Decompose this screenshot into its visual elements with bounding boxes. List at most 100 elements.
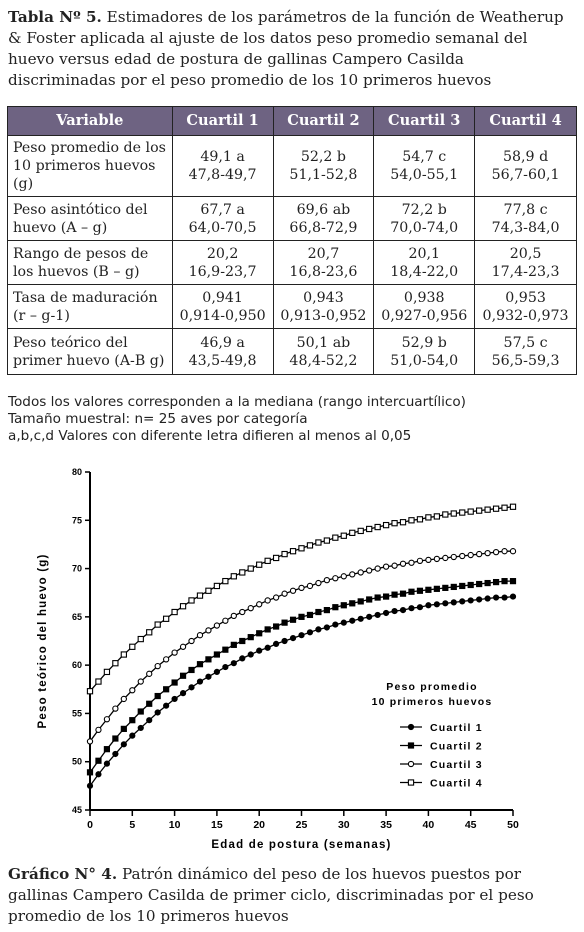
point-cuartil-1 (154, 709, 161, 716)
cell-cuartil-4: 57,5 c 56,5-59,3 (474, 328, 577, 375)
point-cuartil-1 (391, 607, 398, 615)
point-cuartil-1 (86, 782, 94, 789)
point-cuartil-1 (196, 678, 204, 685)
point-cuartil-3 (272, 594, 280, 601)
point-cuartil-2 (247, 634, 254, 641)
point-cuartil-3 (230, 612, 237, 620)
point-cuartil-3 (340, 573, 347, 580)
point-cuartil-3 (171, 649, 178, 656)
cell-cuartil-2: 50,1 ab 48,4-52,2 (272, 328, 375, 375)
point-cuartil-2 (213, 651, 221, 658)
point-cuartil-1 (459, 598, 466, 605)
cell-median: 0,953 (505, 289, 546, 306)
cell-range: 70,0-74,0 (390, 219, 459, 236)
cell-range: 0,913-0,952 (280, 307, 367, 324)
cell-median: 58,9 d (502, 149, 549, 165)
legend-label-cuartil-4: Cuartil 4 (430, 778, 483, 790)
point-cuartil-1 (340, 619, 347, 626)
point-cuartil-4 (289, 548, 297, 555)
point-cuartil-3 (222, 617, 229, 624)
cell-median: 72,2 b (401, 201, 447, 218)
point-cuartil-3 (501, 548, 508, 555)
point-cuartil-4 (416, 516, 424, 523)
point-cuartil-3 (315, 579, 322, 587)
point-cuartil-3 (247, 605, 254, 612)
point-cuartil-3 (162, 656, 170, 663)
table-row: Peso teórico del primer huevo (A-B g) 46,… (7, 328, 577, 375)
point-cuartil-4 (399, 519, 407, 526)
cell-cuartil-2: 52,2 b 51,1-52,8 (272, 135, 375, 197)
point-cuartil-1 (425, 602, 432, 609)
point-cuartil-2 (442, 584, 449, 591)
point-cuartil-4 (171, 608, 178, 616)
point-cuartil-4 (442, 511, 449, 518)
point-cuartil-2 (95, 757, 102, 764)
x-tick-label: 40 (423, 819, 435, 831)
x-tick-label: 15 (211, 819, 223, 831)
cell-cuartil-1: 67,7 a 64,0-70,5 (171, 196, 274, 241)
point-cuartil-1 (366, 613, 373, 620)
point-cuartil-3 (196, 632, 204, 639)
point-cuartil-3 (467, 551, 474, 559)
x-tick-label: 45 (465, 819, 477, 831)
series-line-cuartil-3 (89, 550, 513, 742)
figure-caption-label: Gráfico N° 4. (8, 865, 118, 883)
cell-range: 0,932-0,973 (482, 307, 569, 324)
point-cuartil-2 (146, 700, 153, 707)
point-cuartil-1 (306, 629, 314, 636)
row-label: Peso asintótico del huevo (A – g) (7, 196, 173, 241)
point-cuartil-1 (264, 644, 271, 651)
point-cuartil-1 (256, 647, 263, 654)
point-cuartil-4 (247, 565, 254, 572)
legend-marker-cuartil-4 (407, 779, 415, 786)
cell-range: 0,927-0,956 (381, 307, 468, 324)
point-cuartil-4 (146, 629, 153, 636)
point-cuartil-3 (357, 569, 364, 576)
cell-cuartil-3: 72,2 b 70,0-74,0 (373, 196, 476, 241)
point-cuartil-2 (281, 619, 288, 626)
point-cuartil-2 (492, 578, 500, 586)
point-cuartil-3 (332, 575, 339, 582)
point-cuartil-4 (129, 643, 136, 650)
cell-cuartil-2: 20,7 16,8-23,6 (272, 240, 375, 285)
point-cuartil-4 (298, 545, 305, 552)
table-header-row: Variable Cuartil 1 Cuartil 2 Cuartil 3 C… (7, 106, 577, 136)
point-cuartil-3 (289, 587, 297, 594)
point-cuartil-1 (247, 651, 254, 658)
parameters-table: Variable Cuartil 1 Cuartil 2 Cuartil 3 C… (7, 106, 577, 375)
table-notes: Todos los valores corresponden a la medi… (8, 394, 578, 445)
point-cuartil-3 (416, 557, 424, 564)
cell-cuartil-2: 69,6 ab 66,8-72,9 (272, 196, 375, 241)
point-cuartil-4 (196, 592, 204, 599)
x-tick-label: 20 (253, 819, 265, 831)
point-cuartil-4 (467, 508, 474, 515)
cell-median: 67,7 a (200, 201, 245, 218)
cell-median: 77,8 c (503, 201, 548, 218)
point-cuartil-3 (366, 567, 373, 574)
figure-caption: Gráfico N° 4. Patrón dinámico del peso d… (8, 864, 576, 927)
point-cuartil-2 (129, 717, 136, 724)
point-cuartil-3 (476, 550, 483, 558)
point-cuartil-4 (340, 532, 347, 539)
point-cuartil-2 (509, 578, 517, 585)
point-cuartil-2 (171, 679, 178, 686)
table-row: Peso promedio de los 10 primeros huevos … (7, 135, 577, 197)
point-cuartil-1 (273, 640, 280, 647)
point-cuartil-1 (323, 624, 330, 631)
header-cuartil-2: Cuartil 2 (272, 106, 375, 136)
point-cuartil-4 (272, 554, 280, 562)
point-cuartil-1 (171, 695, 178, 703)
point-cuartil-1 (484, 595, 491, 602)
cell-range: 74,3-84,0 (491, 219, 560, 236)
cell-range: 54,0-55,1 (390, 167, 459, 183)
cell-median: 0,941 (202, 289, 243, 306)
point-cuartil-1 (476, 596, 483, 603)
point-cuartil-1 (289, 635, 297, 642)
table-caption-text: Estimadores de los parámetros de la func… (8, 8, 564, 89)
cell-cuartil-1: 0,941 0,914-0,950 (171, 284, 274, 329)
y-tick-label: 80 (72, 467, 82, 477)
point-cuartil-3 (129, 687, 136, 694)
point-cuartil-2 (416, 587, 424, 594)
cell-range: 17,4-23,3 (491, 263, 560, 280)
